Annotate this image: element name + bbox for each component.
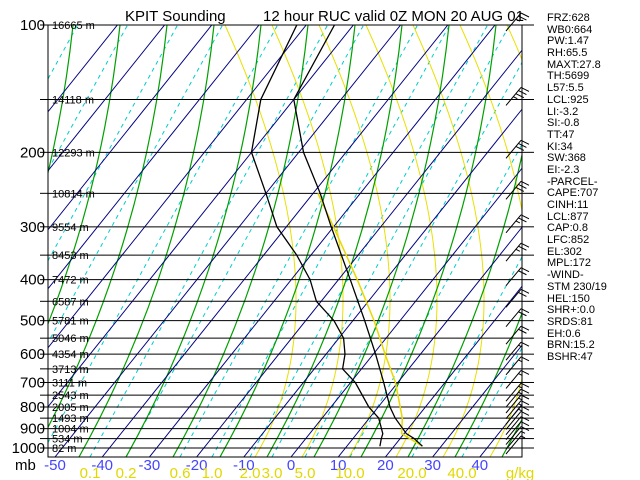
panel-stat-bshr: BSHR:47 [547,350,593,363]
panel-stat-sw: SW:368 [547,152,586,165]
axis-label: 2543 m [52,390,89,402]
panel-stat-lcl: LCL:925 [547,93,589,106]
axis-label: 900 [20,421,45,438]
station-title: KPIT Sounding [125,8,226,25]
mixing-ratio-lines [48,25,522,457]
panel-stat-th: TH:5699 [547,70,590,83]
axis-label: 14118 m [52,94,94,106]
panel-stat-el: EL:302 [547,245,582,258]
axis-label: 8453 m [52,250,89,262]
panel-stat-stm23019: STM 230/19 [547,280,607,293]
axis-label: 1004 m [52,424,89,436]
axis-label: 700 [20,374,45,391]
panel-stat-lfc: LFC:852 [547,234,590,247]
axis-label: 5.0 [295,465,316,480]
panel-stat-brn: BRN:15.2 [547,339,595,352]
axis-label: 9554 m [52,222,89,234]
axis-label: -40 [91,457,113,474]
axis-label: 20.0 [397,465,426,480]
axis-label: 10814 m [52,188,95,200]
axis-label: 2.0 [240,465,261,480]
panel-stat-wind: -WIND- [547,269,584,282]
axis-label: 600 [20,346,45,363]
axis-label: 10.0 [335,465,364,480]
panel-stat-wb0: WB0:664 [547,23,593,36]
panel-stat-li: LI:-3.2 [547,105,579,118]
panel-stat-si: SI:-0.8 [547,117,580,130]
axis-label: 7472 m [52,275,89,287]
axis-label: 0.2 [116,465,137,480]
isotherms [48,25,522,457]
axis-label: 300 [20,219,45,236]
height-labels: 16665 m 14118 m 12293 m 10814 m 9554 m 8453 m… [52,20,95,455]
dry-adiabats [48,25,522,457]
axis-label: 4354 m [52,349,89,361]
temp-axis-labels: -50 -40 -30 -20 -10 0 10 20 30 40 [44,457,488,474]
axis-label: 5781 m [52,316,89,328]
axis-label: 0.6 [170,465,191,480]
axis-label: 3111 m [52,377,87,389]
axis-label: 16665 m [52,20,95,32]
panel-stat-frz: FRZ:628 [547,12,590,24]
pressure-gridlines [40,24,534,458]
panel-stat-tt: TT:47 [547,128,575,141]
panel-stat-maxt: MAXT:27.8 [547,58,601,71]
axis-label: 40 [471,457,488,474]
axis-label: 1.0 [202,465,223,480]
panel-stat-ki: KI:34 [547,140,573,153]
axis-label: 500 [20,313,45,330]
panel-stat-shr+: SHR+:0.0 [547,304,595,317]
mixing-axis-labels: 0.1 0.2 0.6 1.0 2.0 3.0 5.0 10.0 20.0 40.0 g/kg [80,465,535,480]
axis-label: 20 [377,457,394,474]
panel-stat-pw: PW:1.47 [547,35,589,48]
axis-label: 12293 m [52,147,95,159]
axis-label: 534 m [52,434,83,446]
panel-stat-cape: CAPE:707 [547,187,599,200]
axis-label: 800 [20,399,45,416]
wind-barbs [505,12,530,455]
axis-label: 200 [20,144,45,161]
stats-panel: FRZ:628 WB0:664 PW:1.47 RH:65.5 MAXT:27.8 TH:… [547,12,607,364]
axis-label: 3713 m [52,364,89,376]
panel-stat-lcl: LCL:877 [547,210,589,223]
valid-time-label: 12 hour RUC valid 0Z MON 20 AUG 01 [263,8,524,25]
axis-label: g/kg [506,465,534,480]
axis-label: -10 [233,457,255,474]
panel-stat-cap: CAP:0.8 [547,222,588,235]
axis-label: 400 [20,272,45,289]
dewpoint-curve [250,25,384,447]
axis-label: 1493 m [52,413,89,425]
axis-label: -50 [44,457,66,474]
axis-label: 30 [424,457,441,474]
axis-label: 3.0 [262,465,283,480]
axis-label: 2005 m [52,402,89,414]
axis-label: 82 m [52,443,76,455]
axis-label: 0.1 [80,465,101,480]
axis-label: -30 [139,457,161,474]
axis-label: 1000 [12,440,45,457]
panel-stat-ei: EI:-2.3 [547,163,580,176]
axis-label: 5046 m [52,333,89,345]
panel-stat-cinh: CINH:11 [547,199,589,211]
temperature-curve [293,25,423,447]
panel-stat-mpl: MPL:172 [547,257,592,270]
axis-label: 0 [287,457,295,474]
panel-stat-eh: EH:0.6 [547,327,581,340]
axis-label: 40.0 [447,465,476,480]
panel-stat-parcel: -PARCEL- [547,175,598,188]
axis-label: -20 [186,457,208,474]
panel-stat-hel: HEL:150 [547,292,590,305]
panel-stat-l57: L57:5.5 [547,82,584,95]
axis-label: 100 [20,17,45,34]
axis-label: 10 [330,457,347,474]
axis-label: 6587 m [52,296,89,308]
panel-stat-rh: RH:65.5 [547,47,588,60]
panel-stat-srds: SRDS:81 [547,315,593,328]
axis-label: mb [15,457,36,474]
